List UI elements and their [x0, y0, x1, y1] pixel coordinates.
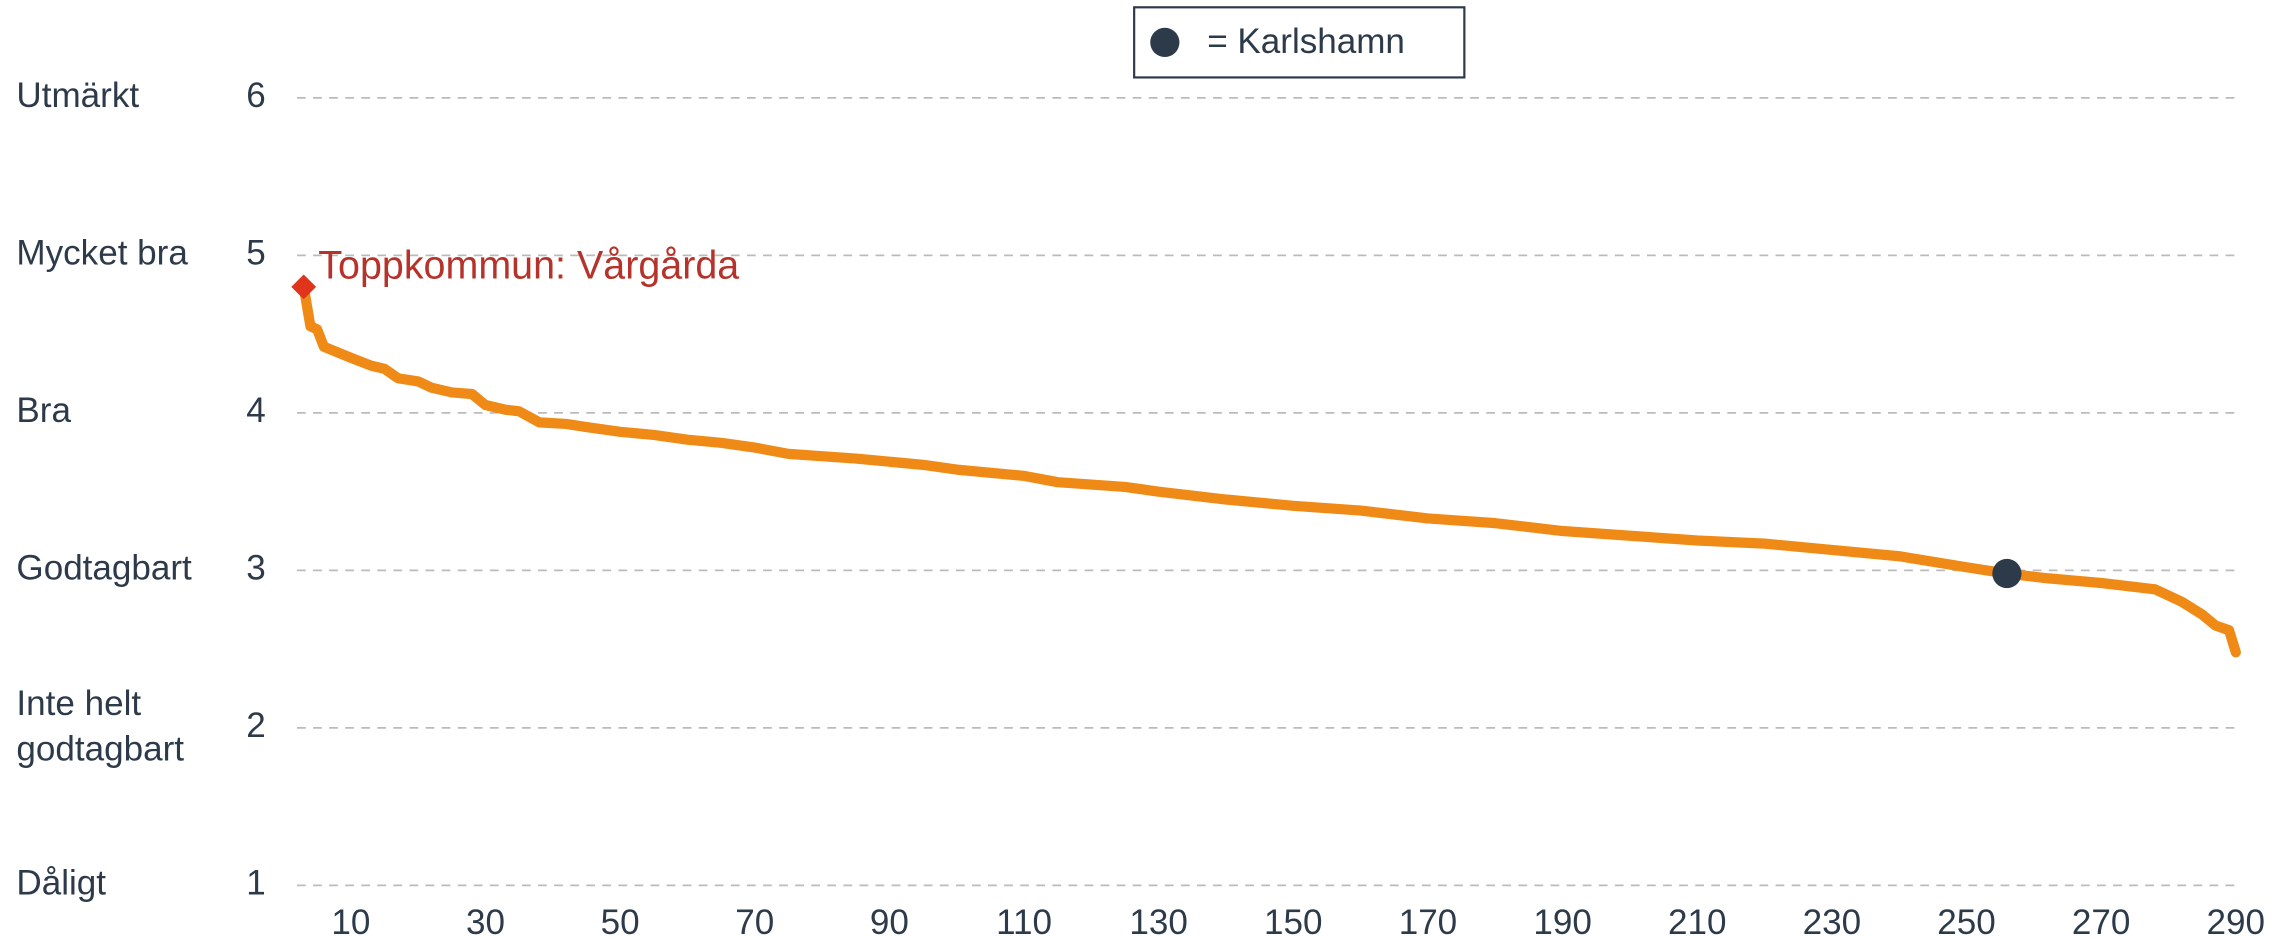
level-label: Utmärkt: [16, 76, 139, 115]
x-tick-label: 90: [870, 903, 909, 938]
level-label: Godtagbart: [16, 549, 192, 588]
level-label-line: godtagbart: [16, 730, 184, 769]
level-label-line: Godtagbart: [16, 549, 192, 588]
y-tick-label: 6: [246, 76, 266, 115]
x-tick-label: 70: [735, 903, 774, 938]
legend-box: [1133, 6, 1466, 79]
level-label-line: Utmärkt: [16, 76, 139, 115]
top-label: Toppkommun: Vårgårda: [318, 243, 739, 287]
top-marker: [291, 274, 317, 300]
x-tick-label: 290: [2207, 903, 2265, 938]
y-tick-label: 2: [246, 706, 266, 745]
y-tick-label: 1: [246, 864, 266, 903]
x-tick-label: 10: [331, 903, 370, 938]
level-label: Mycket bra: [16, 234, 188, 273]
y-tick-label: 4: [246, 391, 266, 430]
x-tick-label: 50: [601, 903, 640, 938]
level-label-line: Mycket bra: [16, 234, 188, 273]
x-tick-label: 230: [1803, 903, 1861, 938]
highlight-point: [1992, 558, 2022, 589]
y-tick-label: 5: [246, 234, 266, 273]
x-tick-label: 190: [1533, 903, 1591, 938]
line: [298, 281, 2241, 658]
level-label: Bra: [16, 391, 71, 430]
level-label: Inte helt godtagbart: [16, 684, 184, 768]
y-tick-label: 3: [246, 549, 266, 588]
x-tick-label: 30: [466, 903, 505, 938]
legend-label: = Karlshamn: [1207, 22, 1405, 61]
x-tick-label: 210: [1668, 903, 1726, 938]
x-tick-label: 170: [1399, 903, 1457, 938]
level-label-line: Inte helt: [16, 684, 141, 723]
x-tick-label: 150: [1264, 903, 1322, 938]
level-label-line: Dåligt: [16, 864, 106, 903]
x-tick-label: 250: [1937, 903, 1995, 938]
x-tick-label: 110: [996, 903, 1052, 938]
level-label: Dåligt: [16, 864, 106, 903]
x-tick-label: 270: [2072, 903, 2130, 938]
x-tick-label: 130: [1129, 903, 1187, 938]
level-label-line: Bra: [16, 391, 71, 430]
legend-marker: [1150, 27, 1180, 57]
